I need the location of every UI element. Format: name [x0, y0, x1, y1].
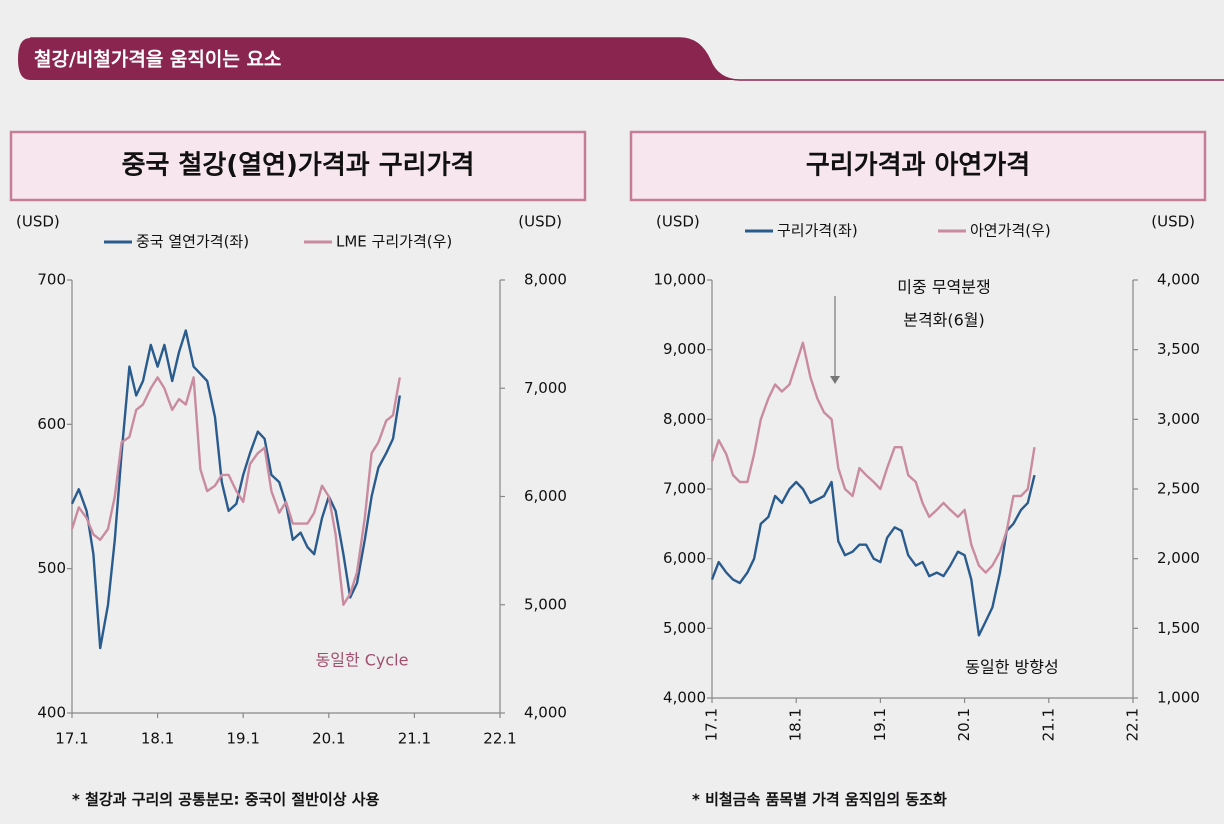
y2-axis-label: (USD)	[518, 213, 562, 231]
y2-tick-label: 7,000	[524, 379, 567, 397]
y2-tick-label: 1,000	[1157, 689, 1200, 707]
y-tick-label: 9,000	[663, 340, 706, 358]
chart-title: 구리가격과 아연가격	[806, 151, 1030, 181]
x-tick-label: 17.1	[703, 708, 721, 741]
legend-label: 구리가격(좌)	[777, 222, 858, 240]
x-tick-label: 20.1	[955, 708, 973, 741]
y2-tick-label: 8,000	[524, 271, 567, 289]
x-tick-label: 21.1	[1039, 708, 1057, 741]
footnote: * 철강과 구리의 공통분모: 중국이 절반이상 사용	[72, 791, 380, 809]
x-tick-label: 22.1	[1124, 708, 1142, 741]
y2-tick-label: 1,500	[1157, 619, 1200, 637]
legend-label: LME 구리가격(우)	[336, 233, 452, 251]
y2-tick-label: 4,000	[524, 704, 567, 722]
y2-tick-label: 5,000	[524, 595, 567, 613]
header-title: 철강/비철가격을 움직이는 요소	[34, 49, 281, 71]
y-tick-label: 600	[37, 415, 66, 433]
y-tick-label: 400	[37, 704, 66, 722]
legend-label: 중국 열연가격(좌)	[136, 233, 249, 251]
y2-axis-label: (USD)	[1151, 213, 1195, 231]
y2-tick-label: 2,500	[1157, 480, 1200, 498]
y-tick-label: 7,000	[663, 480, 706, 498]
y-tick-label: 700	[37, 271, 66, 289]
y-tick-label: 8,000	[663, 410, 706, 428]
annotation: 미중 무역분쟁	[897, 278, 990, 297]
data-line	[710, 474, 1036, 637]
annotation: 본격화(6월)	[903, 311, 985, 330]
footnote: * 비철금속 품목별 가격 움직임의 동조화	[692, 791, 947, 809]
data-line	[710, 341, 1036, 574]
y-tick-label: 6,000	[663, 549, 706, 567]
x-tick-label: 17.1	[55, 730, 88, 748]
y-tick-label: 10,000	[654, 271, 707, 289]
y-axis-label: (USD)	[16, 213, 60, 231]
annotation: 동일한 방향성	[965, 658, 1058, 677]
y-tick-label: 5,000	[663, 619, 706, 637]
title-box	[9, 130, 587, 202]
x-tick-label: 22.1	[483, 730, 516, 748]
x-tick-label: 19.1	[871, 708, 889, 741]
y-tick-label: 500	[37, 559, 66, 577]
arrow-head	[830, 376, 840, 384]
y-tick-label: 4,000	[663, 689, 706, 707]
y2-tick-label: 3,500	[1157, 340, 1200, 358]
x-tick-label: 18.1	[141, 730, 174, 748]
data-line	[70, 329, 401, 650]
header-bar	[18, 38, 740, 80]
x-tick-label: 21.1	[398, 730, 431, 748]
x-tick-label: 20.1	[312, 730, 345, 748]
annotation: 동일한 Cycle	[316, 651, 409, 670]
y2-tick-label: 6,000	[524, 487, 567, 505]
title-box	[629, 130, 1207, 202]
y2-tick-label: 3,000	[1157, 410, 1200, 428]
x-tick-label: 18.1	[787, 708, 805, 741]
y2-tick-label: 2,000	[1157, 549, 1200, 567]
x-tick-label: 19.1	[226, 730, 259, 748]
y-axis-label: (USD)	[656, 213, 700, 231]
data-line	[70, 376, 401, 606]
legend-label: 아연가격(우)	[970, 222, 1051, 240]
y2-tick-label: 4,000	[1157, 271, 1200, 289]
chart-title: 중국 철강(열연)가격과 구리가격	[122, 151, 475, 181]
